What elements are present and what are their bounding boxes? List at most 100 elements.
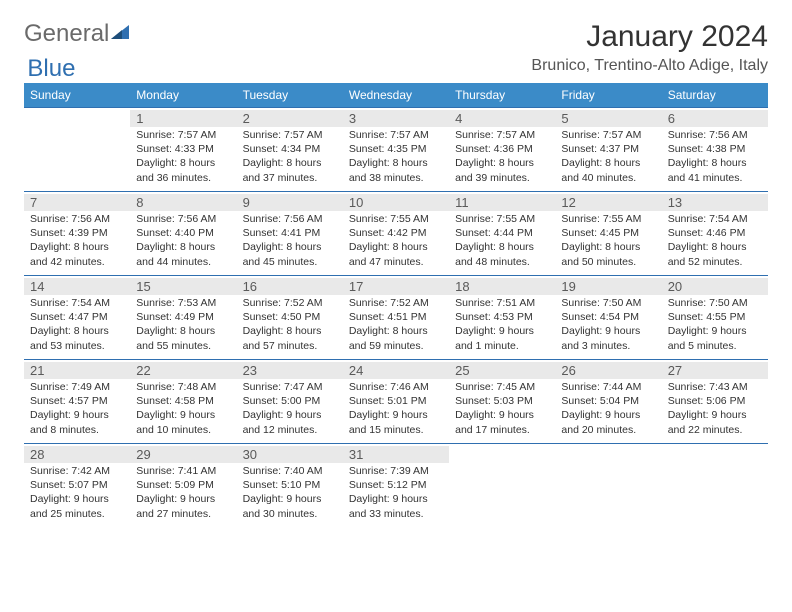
day-cell: 7Sunrise: 7:56 AMSunset: 4:39 PMDaylight… bbox=[24, 192, 130, 276]
day-cell: 24Sunrise: 7:46 AMSunset: 5:01 PMDayligh… bbox=[343, 360, 449, 444]
weekday-header: Thursday bbox=[449, 83, 555, 108]
day-number: 13 bbox=[662, 194, 768, 211]
day-cell bbox=[555, 444, 661, 528]
day-cell: 16Sunrise: 7:52 AMSunset: 4:50 PMDayligh… bbox=[237, 276, 343, 360]
day-info: Sunrise: 7:54 AMSunset: 4:47 PMDaylight:… bbox=[30, 296, 124, 353]
day-info: Sunrise: 7:45 AMSunset: 5:03 PMDaylight:… bbox=[455, 380, 549, 437]
day-cell: 21Sunrise: 7:49 AMSunset: 4:57 PMDayligh… bbox=[24, 360, 130, 444]
day-info: Sunrise: 7:57 AMSunset: 4:37 PMDaylight:… bbox=[561, 128, 655, 185]
weekday-header: Wednesday bbox=[343, 83, 449, 108]
day-cell: 28Sunrise: 7:42 AMSunset: 5:07 PMDayligh… bbox=[24, 444, 130, 528]
day-number: 6 bbox=[662, 110, 768, 127]
day-cell: 25Sunrise: 7:45 AMSunset: 5:03 PMDayligh… bbox=[449, 360, 555, 444]
day-info: Sunrise: 7:42 AMSunset: 5:07 PMDaylight:… bbox=[30, 464, 124, 521]
day-cell: 1Sunrise: 7:57 AMSunset: 4:33 PMDaylight… bbox=[130, 108, 236, 192]
logo-text-general: General bbox=[24, 20, 109, 48]
day-number: 7 bbox=[24, 194, 130, 211]
day-number: 1 bbox=[130, 110, 236, 127]
day-cell: 3Sunrise: 7:57 AMSunset: 4:35 PMDaylight… bbox=[343, 108, 449, 192]
day-number: 27 bbox=[662, 362, 768, 379]
day-cell: 12Sunrise: 7:55 AMSunset: 4:45 PMDayligh… bbox=[555, 192, 661, 276]
day-number: 16 bbox=[237, 278, 343, 295]
day-cell: 13Sunrise: 7:54 AMSunset: 4:46 PMDayligh… bbox=[662, 192, 768, 276]
day-cell: 15Sunrise: 7:53 AMSunset: 4:49 PMDayligh… bbox=[130, 276, 236, 360]
day-info: Sunrise: 7:54 AMSunset: 4:46 PMDaylight:… bbox=[668, 212, 762, 269]
weekday-header: Sunday bbox=[24, 83, 130, 108]
calendar-body: 1Sunrise: 7:57 AMSunset: 4:33 PMDaylight… bbox=[24, 108, 768, 528]
day-cell: 26Sunrise: 7:44 AMSunset: 5:04 PMDayligh… bbox=[555, 360, 661, 444]
day-info: Sunrise: 7:56 AMSunset: 4:41 PMDaylight:… bbox=[243, 212, 337, 269]
day-info: Sunrise: 7:43 AMSunset: 5:06 PMDaylight:… bbox=[668, 380, 762, 437]
day-number: 19 bbox=[555, 278, 661, 295]
title-block: January 2024 bbox=[586, 20, 768, 53]
day-info: Sunrise: 7:57 AMSunset: 4:33 PMDaylight:… bbox=[136, 128, 230, 185]
day-number: 8 bbox=[130, 194, 236, 211]
day-number: 9 bbox=[237, 194, 343, 211]
day-number: 18 bbox=[449, 278, 555, 295]
calendar-page: General January 2024 General Blue Brunic… bbox=[0, 0, 792, 548]
month-title: January 2024 bbox=[586, 20, 768, 53]
day-info: Sunrise: 7:39 AMSunset: 5:12 PMDaylight:… bbox=[349, 464, 443, 521]
day-cell: 22Sunrise: 7:48 AMSunset: 4:58 PMDayligh… bbox=[130, 360, 236, 444]
day-info: Sunrise: 7:55 AMSunset: 4:42 PMDaylight:… bbox=[349, 212, 443, 269]
day-number: 5 bbox=[555, 110, 661, 127]
day-info: Sunrise: 7:57 AMSunset: 4:35 PMDaylight:… bbox=[349, 128, 443, 185]
day-info: Sunrise: 7:56 AMSunset: 4:39 PMDaylight:… bbox=[30, 212, 124, 269]
day-info: Sunrise: 7:44 AMSunset: 5:04 PMDaylight:… bbox=[561, 380, 655, 437]
day-cell: 6Sunrise: 7:56 AMSunset: 4:38 PMDaylight… bbox=[662, 108, 768, 192]
week-row: 28Sunrise: 7:42 AMSunset: 5:07 PMDayligh… bbox=[24, 444, 768, 528]
day-cell: 30Sunrise: 7:40 AMSunset: 5:10 PMDayligh… bbox=[237, 444, 343, 528]
day-number: 11 bbox=[449, 194, 555, 211]
day-number: 22 bbox=[130, 362, 236, 379]
day-info: Sunrise: 7:48 AMSunset: 4:58 PMDaylight:… bbox=[136, 380, 230, 437]
day-cell: 29Sunrise: 7:41 AMSunset: 5:09 PMDayligh… bbox=[130, 444, 236, 528]
day-number: 24 bbox=[343, 362, 449, 379]
day-cell bbox=[449, 444, 555, 528]
logo: General bbox=[24, 20, 131, 48]
day-cell bbox=[662, 444, 768, 528]
day-cell: 8Sunrise: 7:56 AMSunset: 4:40 PMDaylight… bbox=[130, 192, 236, 276]
day-number: 15 bbox=[130, 278, 236, 295]
day-info: Sunrise: 7:50 AMSunset: 4:55 PMDaylight:… bbox=[668, 296, 762, 353]
day-number: 10 bbox=[343, 194, 449, 211]
day-info: Sunrise: 7:49 AMSunset: 4:57 PMDaylight:… bbox=[30, 380, 124, 437]
day-number: 26 bbox=[555, 362, 661, 379]
day-info: Sunrise: 7:51 AMSunset: 4:53 PMDaylight:… bbox=[455, 296, 549, 353]
day-number: 4 bbox=[449, 110, 555, 127]
day-number: 23 bbox=[237, 362, 343, 379]
day-cell: 14Sunrise: 7:54 AMSunset: 4:47 PMDayligh… bbox=[24, 276, 130, 360]
day-number: 29 bbox=[130, 446, 236, 463]
day-info: Sunrise: 7:56 AMSunset: 4:38 PMDaylight:… bbox=[668, 128, 762, 185]
day-info: Sunrise: 7:53 AMSunset: 4:49 PMDaylight:… bbox=[136, 296, 230, 353]
day-cell: 11Sunrise: 7:55 AMSunset: 4:44 PMDayligh… bbox=[449, 192, 555, 276]
day-info: Sunrise: 7:52 AMSunset: 4:50 PMDaylight:… bbox=[243, 296, 337, 353]
day-info: Sunrise: 7:40 AMSunset: 5:10 PMDaylight:… bbox=[243, 464, 337, 521]
weekday-header: Friday bbox=[555, 83, 661, 108]
day-cell bbox=[24, 108, 130, 192]
week-row: 7Sunrise: 7:56 AMSunset: 4:39 PMDaylight… bbox=[24, 192, 768, 276]
logo-mark-icon bbox=[111, 20, 131, 48]
day-cell: 27Sunrise: 7:43 AMSunset: 5:06 PMDayligh… bbox=[662, 360, 768, 444]
day-number: 28 bbox=[24, 446, 130, 463]
day-cell: 5Sunrise: 7:57 AMSunset: 4:37 PMDaylight… bbox=[555, 108, 661, 192]
day-info: Sunrise: 7:55 AMSunset: 4:44 PMDaylight:… bbox=[455, 212, 549, 269]
day-cell: 18Sunrise: 7:51 AMSunset: 4:53 PMDayligh… bbox=[449, 276, 555, 360]
day-number: 25 bbox=[449, 362, 555, 379]
day-number: 3 bbox=[343, 110, 449, 127]
week-row: 14Sunrise: 7:54 AMSunset: 4:47 PMDayligh… bbox=[24, 276, 768, 360]
day-info: Sunrise: 7:56 AMSunset: 4:40 PMDaylight:… bbox=[136, 212, 230, 269]
day-cell: 31Sunrise: 7:39 AMSunset: 5:12 PMDayligh… bbox=[343, 444, 449, 528]
day-cell: 17Sunrise: 7:52 AMSunset: 4:51 PMDayligh… bbox=[343, 276, 449, 360]
day-number: 12 bbox=[555, 194, 661, 211]
location: Brunico, Trentino-Alto Adige, Italy bbox=[531, 57, 768, 75]
day-info: Sunrise: 7:57 AMSunset: 4:36 PMDaylight:… bbox=[455, 128, 549, 185]
day-cell: 10Sunrise: 7:55 AMSunset: 4:42 PMDayligh… bbox=[343, 192, 449, 276]
day-number: 30 bbox=[237, 446, 343, 463]
day-cell: 4Sunrise: 7:57 AMSunset: 4:36 PMDaylight… bbox=[449, 108, 555, 192]
day-cell: 23Sunrise: 7:47 AMSunset: 5:00 PMDayligh… bbox=[237, 360, 343, 444]
day-info: Sunrise: 7:41 AMSunset: 5:09 PMDaylight:… bbox=[136, 464, 230, 521]
day-number: 20 bbox=[662, 278, 768, 295]
weekday-header-row: SundayMondayTuesdayWednesdayThursdayFrid… bbox=[24, 83, 768, 108]
day-number: 2 bbox=[237, 110, 343, 127]
day-info: Sunrise: 7:57 AMSunset: 4:34 PMDaylight:… bbox=[243, 128, 337, 185]
